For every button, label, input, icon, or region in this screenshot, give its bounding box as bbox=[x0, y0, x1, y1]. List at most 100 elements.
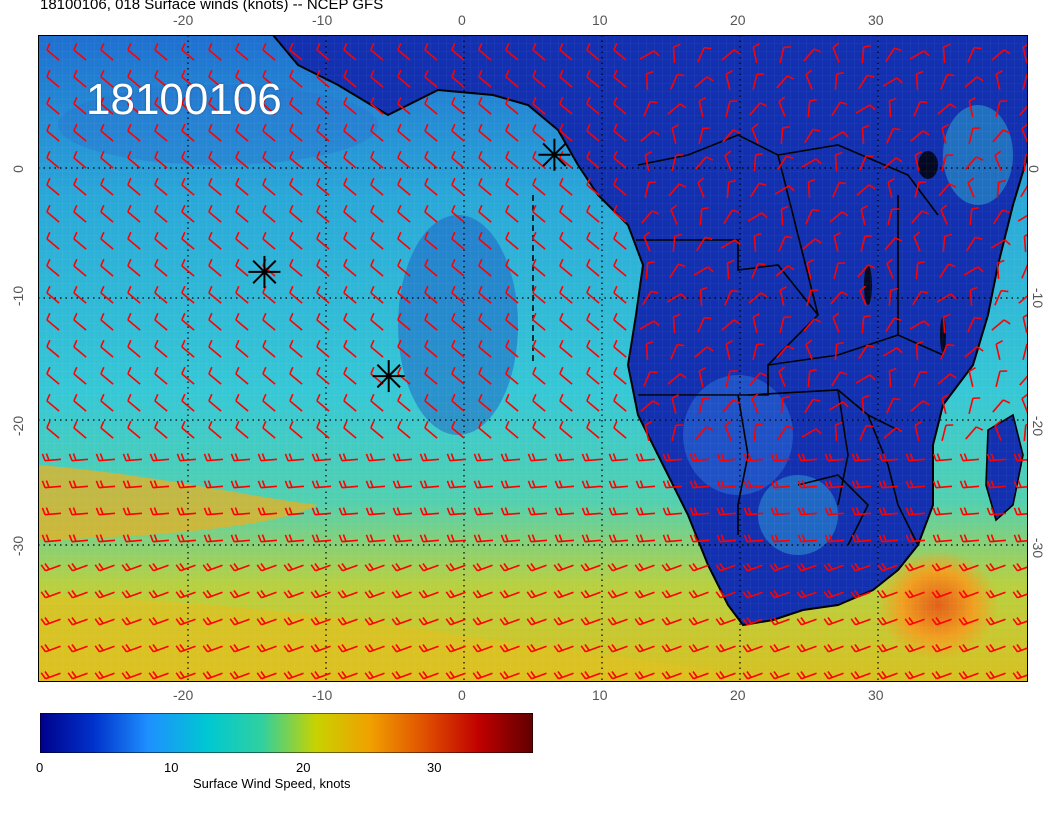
wind-barb-icon bbox=[666, 293, 687, 303]
wind-barb-icon bbox=[478, 123, 492, 142]
wind-map: 18100106 bbox=[38, 35, 1028, 682]
wind-barb-icon bbox=[635, 453, 656, 462]
wind-barb-icon bbox=[915, 260, 925, 280]
wind-barb-icon bbox=[851, 507, 872, 516]
wind-barb-icon bbox=[753, 422, 763, 442]
wind-barb-icon bbox=[256, 617, 277, 626]
wind-barb-icon bbox=[100, 204, 114, 223]
wind-barb-icon bbox=[46, 312, 60, 331]
wind-barb-icon bbox=[932, 534, 953, 543]
wind-barb-icon bbox=[446, 534, 467, 543]
wind-barb-icon bbox=[661, 563, 682, 572]
wind-barb-icon bbox=[289, 231, 303, 250]
wind-barb-icon bbox=[262, 231, 276, 250]
wind-barb-icon bbox=[289, 177, 303, 196]
wind-barb-icon bbox=[851, 480, 872, 489]
lat-tick-left: -30 bbox=[10, 535, 27, 557]
wind-barb-icon bbox=[154, 420, 168, 439]
wind-barb-icon bbox=[446, 507, 467, 516]
wind-barb-icon bbox=[639, 320, 660, 330]
wind-barb-icon bbox=[289, 123, 303, 142]
wind-barb-icon bbox=[262, 366, 276, 385]
wind-barb-icon bbox=[834, 71, 844, 91]
wind-barb-icon bbox=[235, 150, 249, 169]
wind-barb-icon bbox=[931, 671, 952, 680]
wind-barb-icon bbox=[807, 98, 817, 118]
wind-barb-icon bbox=[850, 644, 871, 653]
wind-barb-icon bbox=[424, 42, 438, 61]
wind-barb-icon bbox=[586, 231, 600, 250]
wind-barb-icon bbox=[370, 339, 384, 358]
wind-barb-icon bbox=[1013, 453, 1028, 462]
wind-barb-icon bbox=[607, 590, 628, 599]
wind-barb-icon bbox=[505, 96, 519, 115]
wind-barb-icon bbox=[370, 231, 384, 250]
wind-barb-icon bbox=[337, 671, 358, 680]
wind-barb-icon bbox=[532, 312, 546, 331]
wind-barb-icon bbox=[472, 617, 493, 626]
wind-barb-icon bbox=[824, 507, 845, 516]
wind-barb-icon bbox=[316, 150, 330, 169]
wind-barb-icon bbox=[850, 563, 871, 572]
wind-barb-icon bbox=[886, 397, 901, 414]
wind-barb-icon bbox=[661, 617, 682, 626]
wind-barb-icon bbox=[721, 319, 741, 331]
wind-barb-icon bbox=[888, 367, 897, 388]
wind-barb-icon bbox=[94, 617, 115, 626]
wind-barb-icon bbox=[283, 671, 304, 680]
wind-barb-icon bbox=[995, 69, 1003, 90]
wind-barb-icon bbox=[397, 150, 411, 169]
wind-barb-icon bbox=[532, 123, 546, 142]
wind-barb-icon bbox=[127, 150, 141, 169]
wind-barb-icon bbox=[478, 285, 492, 304]
wind-barb-icon bbox=[613, 420, 627, 439]
wind-barb-icon bbox=[149, 480, 170, 489]
wind-barb-icon bbox=[859, 285, 867, 306]
wind-barb-icon bbox=[778, 366, 786, 387]
wind-barb-icon bbox=[877, 671, 898, 680]
wind-barb-icon bbox=[742, 590, 763, 599]
wind-barb-icon bbox=[316, 96, 330, 115]
wind-barb-icon bbox=[338, 534, 359, 543]
wind-barb-icon bbox=[73, 69, 87, 88]
wind-barb-icon bbox=[262, 96, 276, 115]
wind-barb-icon bbox=[235, 69, 249, 88]
wind-barb-icon bbox=[694, 76, 714, 88]
wind-barb-icon bbox=[559, 366, 573, 385]
wind-barb-icon bbox=[392, 453, 413, 462]
lat-tick-left: -20 bbox=[10, 415, 27, 437]
lat-tick-left: -10 bbox=[10, 285, 27, 307]
wind-barb-icon bbox=[397, 420, 411, 439]
wind-barb-icon bbox=[936, 293, 957, 303]
wind-barb-icon bbox=[148, 563, 169, 572]
wind-barb-icon bbox=[148, 617, 169, 626]
wind-barb-icon bbox=[473, 507, 494, 516]
wind-barb-icon bbox=[316, 420, 330, 439]
asterisk-icon bbox=[372, 360, 405, 393]
wind-barb-icon bbox=[559, 285, 573, 304]
wind-barb-icon bbox=[365, 534, 386, 543]
wind-barb-icon bbox=[697, 46, 712, 63]
wind-barb-icon bbox=[776, 75, 795, 89]
wind-barb-icon bbox=[208, 285, 222, 304]
wind-barb-icon bbox=[451, 393, 465, 412]
wind-barb-icon bbox=[424, 393, 438, 412]
wind-barb-icon bbox=[505, 258, 519, 277]
wind-barb-icon bbox=[370, 96, 384, 115]
wind-barb-icon bbox=[806, 289, 819, 306]
wind-barb-icon bbox=[662, 507, 683, 516]
wind-barb-icon bbox=[149, 453, 170, 462]
wind-barb-icon bbox=[1019, 372, 1028, 386]
wind-barb-icon bbox=[968, 127, 981, 144]
wind-barb-icon bbox=[559, 177, 573, 196]
wind-barb-icon bbox=[46, 69, 60, 88]
wind-barb-icon bbox=[779, 46, 792, 63]
wind-barb-icon bbox=[370, 258, 384, 277]
wind-barb-icon bbox=[753, 232, 762, 253]
wind-barb-icon bbox=[613, 150, 627, 169]
wind-barb-icon bbox=[749, 102, 768, 116]
colorbar-tick: 20 bbox=[296, 760, 311, 775]
wind-barb-icon bbox=[774, 185, 795, 195]
wind-barb-icon bbox=[823, 644, 844, 653]
wind-barb-icon bbox=[777, 425, 794, 441]
